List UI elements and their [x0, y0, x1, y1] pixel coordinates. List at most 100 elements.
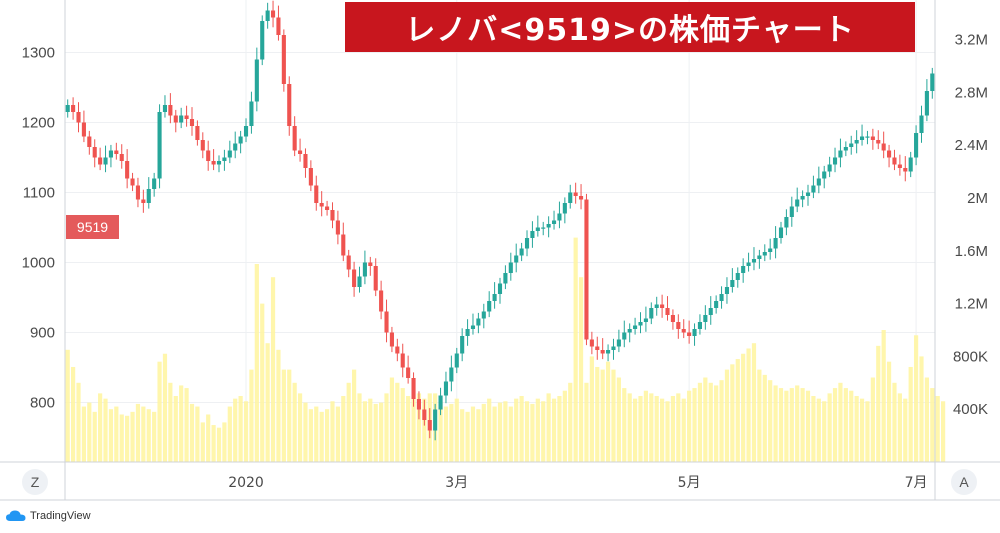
volume-bar [654, 396, 659, 462]
candle-body [606, 350, 611, 354]
candle-body [449, 367, 454, 382]
date-tick-label: 3月 [445, 475, 468, 491]
volume-bar [351, 369, 357, 462]
volume-bar [152, 411, 157, 462]
volume-bar [184, 388, 189, 462]
volume-bar [76, 382, 81, 462]
volume-bar [584, 382, 589, 462]
candle-body [589, 339, 594, 347]
volume-bar [265, 343, 270, 462]
volume-bar [730, 364, 735, 462]
volume-bar [87, 402, 92, 462]
candle-body [924, 91, 929, 116]
volume-bar [768, 380, 773, 462]
candle-body [557, 213, 562, 221]
candle-body [433, 409, 438, 431]
candle-body [914, 133, 919, 158]
volume-bar [816, 398, 821, 462]
volume-bar [200, 422, 205, 462]
volume-bar [173, 396, 178, 462]
chart-borders [0, 0, 1000, 501]
volume-bar [530, 403, 535, 462]
volume-bar [276, 349, 281, 462]
volume-bar [697, 382, 703, 462]
volume-bar [822, 401, 827, 462]
volume-bar [135, 403, 141, 462]
volume-bar [924, 377, 929, 462]
candle-body [832, 157, 838, 165]
volume-bar [897, 393, 902, 462]
volume-bar [114, 406, 119, 462]
candle-body [633, 325, 638, 329]
candle-body [892, 157, 897, 165]
candle-body [562, 203, 567, 214]
volume-bar [541, 401, 546, 462]
candle-body [438, 395, 443, 410]
volume-bar [287, 369, 292, 462]
candle-body [854, 140, 859, 144]
volume-tick-label: 400K [953, 401, 988, 418]
candle-body [362, 262, 367, 277]
volume-bar [784, 390, 789, 462]
candle-body [157, 112, 162, 179]
candle-body [411, 378, 416, 399]
candle-body [400, 353, 405, 368]
candle-body [508, 262, 513, 273]
volume-bar [843, 388, 848, 462]
volume-bar [622, 388, 627, 462]
candle-body [195, 126, 200, 140]
volume-bar [146, 409, 151, 462]
candle-body [627, 329, 632, 333]
candle-body [876, 140, 881, 144]
candle-body [108, 150, 113, 158]
candle-body [703, 315, 708, 322]
candle-body [379, 290, 384, 312]
volume-bar [660, 398, 665, 462]
volume-bar [411, 398, 416, 462]
volume-bar [789, 388, 794, 462]
volume-bar [811, 396, 816, 462]
candle-body [568, 192, 573, 203]
candle-body [76, 112, 81, 123]
volume-bar [562, 390, 567, 462]
price-tick-label: 900 [30, 325, 55, 342]
volume-bar [589, 356, 594, 462]
time-axis: 20203月5月7月9月 [228, 475, 927, 491]
volume-bar [65, 349, 70, 462]
candle-body [843, 147, 848, 151]
auto-scale-left-button[interactable]: Z [22, 469, 48, 495]
volume-bar [103, 398, 108, 462]
candle-body [584, 199, 589, 340]
volume-bar [865, 401, 870, 462]
price-tick-label: 1100 [23, 185, 55, 202]
volume-bar [800, 388, 805, 462]
candle-body [751, 259, 757, 263]
candle-body [595, 346, 600, 350]
candle-body [503, 273, 508, 284]
volume-bar [546, 393, 551, 462]
volume-bar [384, 393, 389, 462]
candle-body [730, 280, 735, 287]
candle-body [206, 150, 211, 161]
volume-bar [335, 406, 340, 462]
candle-body [746, 262, 751, 266]
volume-bar [805, 390, 811, 462]
volume-bar [616, 377, 621, 462]
volume-bar [886, 361, 892, 462]
candle-body [330, 210, 335, 221]
auto-scale-right-button[interactable]: A [951, 469, 977, 495]
volume-bar [681, 398, 686, 462]
candle-body [579, 196, 584, 200]
candle-body [98, 157, 103, 165]
candle-body [849, 143, 854, 147]
volume-bar [211, 425, 216, 462]
volume-bar [908, 366, 913, 462]
volume-bar [319, 411, 324, 462]
candle-body [368, 262, 373, 266]
volume-bar [535, 398, 540, 462]
candle-body [238, 136, 243, 144]
volume-bars [65, 237, 946, 462]
tradingview-logo[interactable]: TradingView [6, 510, 91, 522]
candle-body [141, 199, 146, 203]
candle-body [757, 255, 762, 259]
